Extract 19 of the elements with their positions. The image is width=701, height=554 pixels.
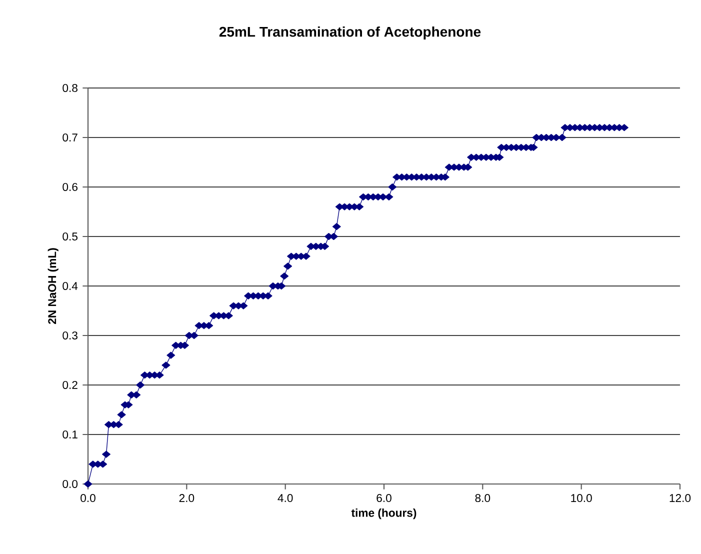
y-tick-label: 0.1 xyxy=(62,430,78,438)
x-tick-label: 8.0 xyxy=(475,494,490,502)
y-tick-label: 0.7 xyxy=(62,133,78,142)
y-tick-label: 0.2 xyxy=(62,380,78,389)
x-tick-label: 0.0 xyxy=(80,494,96,502)
y-tick-label: 0.4 xyxy=(62,282,78,290)
x-axis-title: time (hours) xyxy=(351,508,416,520)
y-tick-label: 0.6 xyxy=(62,182,78,191)
y-tick-label: 0.3 xyxy=(62,331,78,340)
x-tick-label: 4.0 xyxy=(278,494,293,502)
y-tick-label: 0.8 xyxy=(62,84,78,92)
x-tick-label: 10.0 xyxy=(571,494,592,502)
chart-title: 25mL Transamination of Acetophenone xyxy=(219,26,481,40)
x-tick-label: 12.0 xyxy=(670,494,691,502)
y-tick-label: 0.0 xyxy=(62,480,78,488)
x-tick-label: 6.0 xyxy=(376,494,392,502)
y-axis-title: 2N NaOH (mL) xyxy=(48,248,58,324)
x-tick-label: 2.0 xyxy=(179,494,194,502)
y-tick-label: 0.5 xyxy=(62,232,78,240)
